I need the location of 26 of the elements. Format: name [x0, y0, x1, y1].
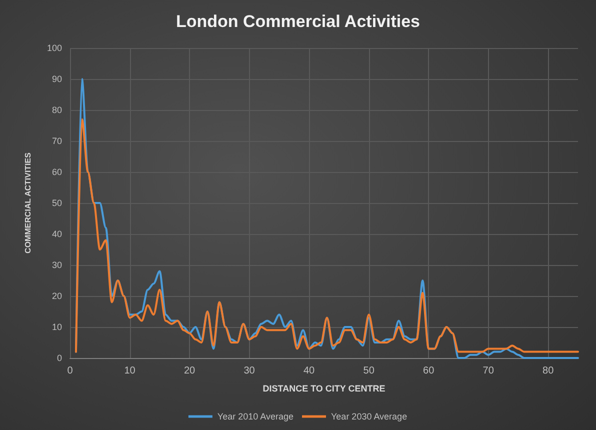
- y-tick-label: 30: [52, 260, 62, 270]
- y-tick-label: 50: [52, 198, 62, 208]
- y-tick-label: 20: [52, 291, 62, 301]
- x-tick-label: 50: [363, 366, 375, 376]
- x-tick-label: 40: [303, 366, 316, 376]
- x-axis-title: DISTANCE TO CITY CENTRE: [262, 384, 386, 394]
- y-tick-label: 100: [46, 43, 62, 53]
- x-tick-label: 20: [184, 366, 196, 376]
- y-tick-label: 80: [52, 105, 62, 115]
- y-axis-title: COMMERCIAL ACTIVITIES: [24, 152, 32, 254]
- legend-label: Year 2010 Average: [217, 412, 294, 422]
- chart-title: London Commercial Activities: [176, 12, 420, 31]
- y-tick-label: 90: [52, 74, 62, 84]
- x-tick-label: 60: [423, 366, 435, 376]
- line-series: [74, 118, 579, 353]
- x-tick-label: 10: [124, 366, 136, 376]
- y-tick-label: 0: [56, 353, 62, 363]
- y-tick-label: 40: [52, 229, 62, 239]
- y-tick-label: 70: [52, 136, 62, 146]
- x-tick-label: 0: [67, 366, 74, 376]
- x-tick-label: 30: [244, 366, 256, 376]
- legend-label: Year 2030 Average: [331, 412, 408, 422]
- x-tick-label: 80: [542, 366, 554, 376]
- y-tick-label: 10: [52, 322, 62, 332]
- x-tick-label: 70: [482, 366, 494, 376]
- y-tick-label: 60: [52, 167, 62, 177]
